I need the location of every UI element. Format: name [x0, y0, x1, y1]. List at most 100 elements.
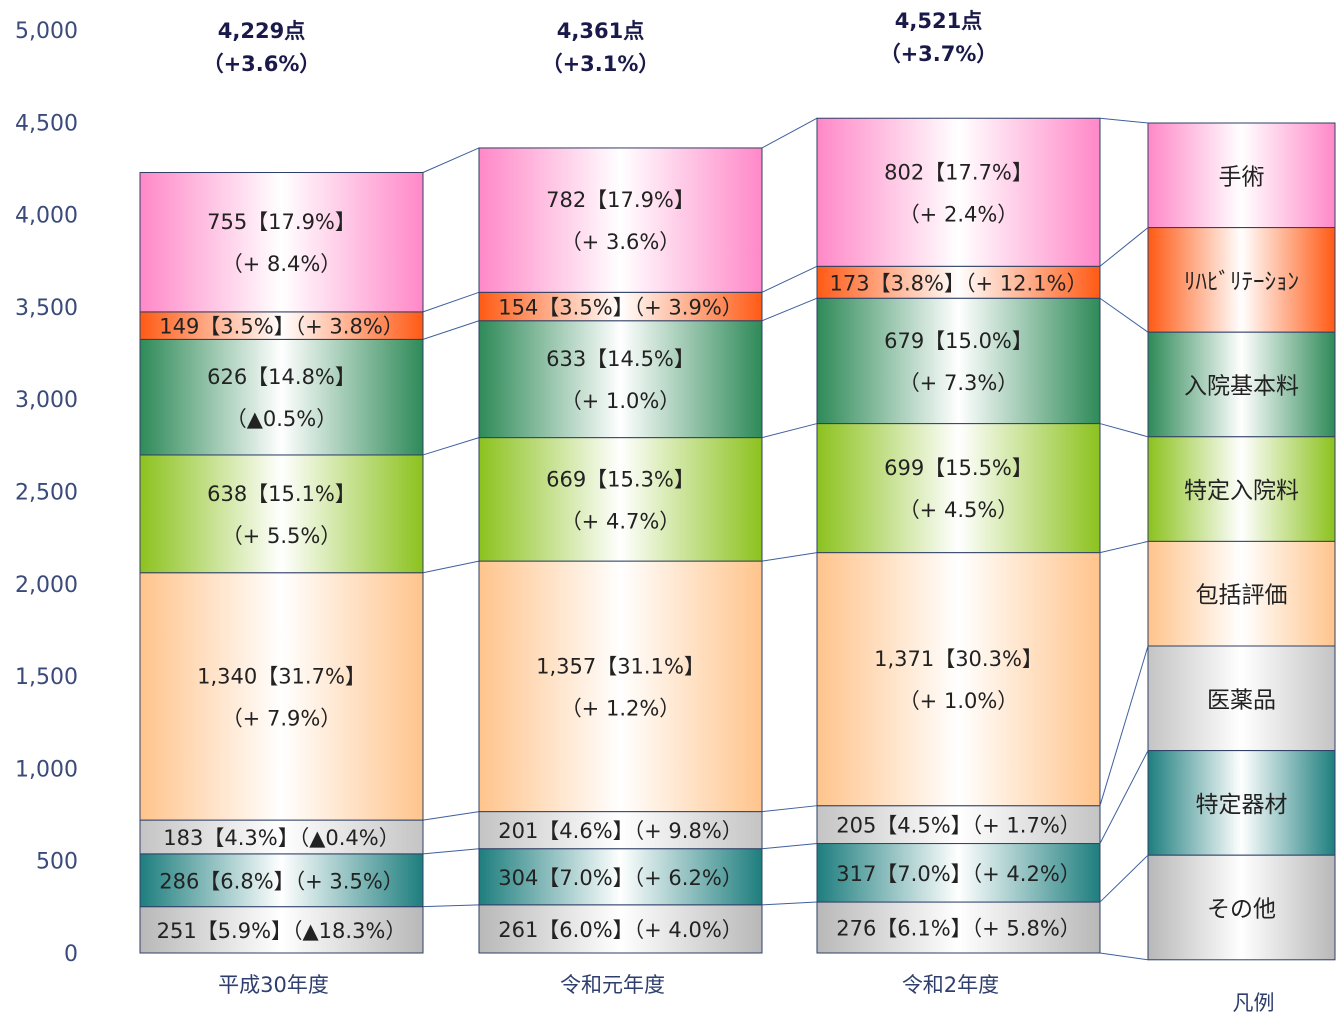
bar-segment: [478, 560, 763, 813]
total-labels: 4,229点 （+3.6%） 4,361点 （+3.1%） 4,521点 （+3.7%）: [203, 9, 998, 76]
bar-segment: [139, 454, 424, 574]
segment-sublabel: （+ 1.2%）: [561, 696, 681, 720]
x-category-label: 平成30年度: [218, 973, 329, 997]
segment-label: 205【4.5%】（+ 1.7%）: [836, 814, 1081, 838]
connector-line: [761, 297, 818, 322]
bars: 251【5.9%】（▲18.3%） 286【6.8%】（+ 3.5%） 183【4.…: [139, 117, 1101, 954]
segment-label: 782【17.9%】: [546, 188, 695, 212]
connector-line: [761, 901, 818, 906]
segment-sublabel: （+ 5.5%）: [222, 524, 342, 548]
y-tick-label: 3,500: [15, 296, 78, 321]
bar-segment: [139, 853, 424, 908]
legend-label: その他: [1207, 897, 1276, 923]
legend-connector: [1099, 227, 1149, 267]
segment-sublabel: （+ 7.3%）: [899, 371, 1019, 395]
segment-label: 1,371【30.3%】: [874, 647, 1043, 671]
y-tick-label: 3,000: [15, 388, 78, 413]
segment-label: 183【4.3%】（▲0.4%）: [163, 826, 399, 850]
legend-label: 特定器材: [1196, 792, 1288, 818]
total-value: 4,361点: [557, 19, 644, 43]
segment-label: 679【15.0%】: [884, 329, 1033, 353]
bar-segment: [816, 265, 1101, 299]
y-tick-label: 4,500: [15, 111, 78, 136]
segment-label: 638【15.1%】: [207, 482, 356, 506]
segment-label: 1,340【31.7%】: [197, 664, 366, 688]
segment-label: 755【17.9%】: [207, 210, 356, 234]
x-category-label: 令和2年度: [902, 973, 999, 997]
segment-label: 276【6.1%】（+ 5.8%）: [836, 917, 1081, 941]
total-change: （+3.7%）: [880, 42, 998, 66]
legend-connector: [1099, 423, 1149, 438]
segment-sublabel: （+ 1.0%）: [899, 689, 1019, 713]
legend-label: 入院基本料: [1184, 374, 1299, 400]
connector-line: [422, 320, 480, 340]
bar-segment: [139, 311, 424, 340]
legend-connector: [1099, 540, 1149, 554]
legend-label: 包括評価: [1196, 583, 1288, 609]
segment-label: 251【5.9%】（▲18.3%）: [157, 919, 407, 943]
legend-swatch: [1147, 750, 1336, 856]
bar-segment: [478, 147, 763, 293]
segment-label: 802【17.7%】: [884, 160, 1033, 184]
segment-sublabel: （+ 2.4%）: [899, 202, 1019, 226]
legend-swatch: [1147, 645, 1336, 752]
bar-segment: [478, 320, 763, 439]
segment-label: 201【4.6%】（+ 9.8%）: [498, 819, 743, 843]
bar-segment: [816, 901, 1101, 954]
legend-label: 手術: [1219, 164, 1265, 190]
legend-swatch: [1147, 436, 1336, 542]
connector-line: [761, 552, 818, 562]
bar-segment: [139, 819, 424, 855]
segment-label: 149【3.5%】（+ 3.8%）: [159, 315, 404, 339]
bar-segment: [139, 906, 424, 954]
connector-line: [422, 291, 480, 313]
legend-connector: [1099, 854, 1149, 903]
segment-label: 699【15.5%】: [884, 456, 1033, 480]
bar-segment: [816, 297, 1101, 425]
y-tick-label: 0: [64, 942, 78, 967]
y-tick-label: 4,000: [15, 204, 78, 229]
segment-sublabel: （+ 3.6%）: [561, 230, 681, 254]
legend-connector: [1099, 750, 1149, 844]
y-tick-label: 2,500: [15, 481, 78, 506]
segment-label: 154【3.5%】（+ 3.9%）: [498, 296, 743, 320]
legend-connector: [1099, 952, 1149, 961]
segment-sublabel: （+ 4.5%）: [899, 498, 1019, 522]
legend-swatch: [1147, 122, 1336, 229]
bar-segment: [478, 904, 763, 954]
bar-segment: [139, 172, 424, 313]
segment-label: 1,357【31.1%】: [536, 654, 705, 678]
legend-swatch: [1147, 331, 1336, 438]
x-category-label: 令和元年度: [560, 973, 665, 997]
y-tick-label: 5,000: [15, 19, 78, 44]
y-tick-label: 1,000: [15, 757, 78, 782]
connector-line: [422, 904, 480, 908]
segment-label: 304【7.0%】（+ 6.2%）: [498, 866, 743, 890]
segment-label: 173【3.8%】（+ 12.1%）: [830, 271, 1088, 295]
connector-line: [422, 147, 480, 173]
bar-segment: [816, 423, 1101, 554]
connector-line: [422, 811, 480, 821]
segment-label: 261【6.0%】（+ 4.0%）: [498, 918, 743, 942]
bar-segment: [139, 338, 424, 456]
segment-sublabel: （▲0.5%）: [226, 407, 338, 431]
connector-line: [761, 805, 818, 813]
total-change: （+3.1%）: [542, 52, 660, 76]
x-axis: 平成30年度 令和元年度 令和2年度: [218, 973, 999, 997]
bar-segment: [478, 291, 763, 322]
y-tick-label: 1,500: [15, 665, 78, 690]
legend-swatch: [1147, 854, 1336, 961]
legend-label: 医薬品: [1207, 687, 1276, 713]
y-axis: 0 500 1,000 1,500 2,000 2,500 3,000 3,500 4,000 4…: [15, 19, 78, 967]
legend-connector: [1099, 117, 1149, 124]
connector-line: [761, 423, 818, 439]
legend-label: 特定入院料: [1184, 478, 1299, 504]
segment-label: 669【15.3%】: [546, 467, 695, 491]
segment-sublabel: （+ 4.7%）: [561, 509, 681, 533]
legend-connector: [1099, 645, 1149, 806]
legend-swatch: [1147, 540, 1336, 647]
total-value: 4,229点: [218, 19, 305, 43]
connector-line: [422, 437, 480, 456]
